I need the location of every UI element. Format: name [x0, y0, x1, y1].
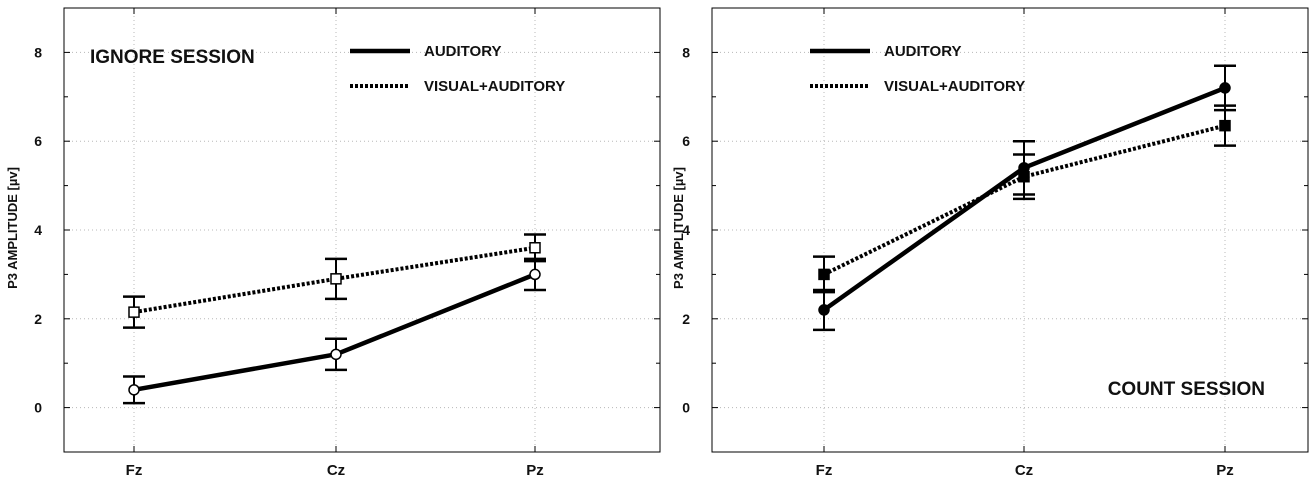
x-tick-label: Cz: [327, 462, 345, 477]
chart-panel-1: 0 2 4 6 8 Fz Cz Pz P3 AMPLITUDE [µv] IGNORE SESSI…: [5, 7, 661, 479]
y-tick-label: 4: [34, 222, 42, 238]
x-tick-label: Pz: [526, 462, 544, 477]
series-1: [123, 257, 546, 405]
legend-label: VISUAL+AUDITORY: [884, 78, 1025, 95]
y-axis-label: P3 AMPLITUDE [µv]: [671, 167, 686, 289]
data-point: [529, 268, 541, 281]
legend-label: VISUAL+AUDITORY: [424, 78, 565, 95]
data-point: [1219, 119, 1231, 132]
y-tick-label: 4: [682, 222, 690, 238]
chart-title: COUNT SESSION: [1108, 379, 1265, 400]
legend-label: AUDITORY: [884, 43, 962, 60]
data-point: [818, 304, 830, 316]
series-2: [123, 233, 546, 329]
data-point: [529, 242, 541, 254]
data-point: [330, 348, 342, 361]
x-tick-label: Fz: [816, 462, 833, 477]
y-tick-label: 6: [682, 133, 690, 149]
y-tick-label: 2: [34, 311, 42, 327]
y-tick-label: 6: [34, 133, 42, 149]
y-tick-label: 2: [682, 311, 690, 327]
y-axis-label: P3 AMPLITUDE [µv]: [5, 167, 20, 289]
data-point: [128, 306, 140, 318]
data-point: [330, 273, 342, 285]
y-tick-label: 0: [682, 400, 690, 416]
data-point: [128, 384, 140, 396]
y-tick-label: 8: [34, 44, 42, 60]
data-point: [1018, 170, 1030, 183]
series-2: [813, 104, 1236, 294]
x-tick-label: Pz: [1216, 462, 1234, 477]
series-line: [133, 272, 536, 393]
y-tick-label: 8: [682, 44, 690, 60]
data-point: [818, 268, 830, 281]
legend-label: AUDITORY: [424, 43, 502, 60]
chart-title: IGNORE SESSION: [90, 47, 255, 68]
chart-panel-2: 0 2 4 6 8 Fz Cz Pz P3 AMPLITUDE [µv] COUNT SESSIO…: [671, 7, 1309, 479]
data-point: [1219, 82, 1231, 94]
y-tick-label: 0: [34, 400, 42, 416]
x-tick-label: Cz: [1015, 462, 1033, 477]
x-tick-label: Fz: [126, 462, 143, 477]
